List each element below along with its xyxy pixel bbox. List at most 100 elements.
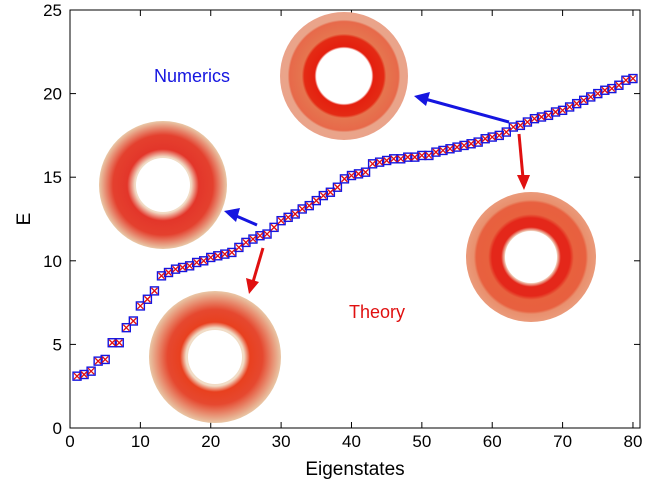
data-point-cross	[222, 251, 228, 257]
data-point-cross	[95, 358, 101, 364]
y-tick-label: 25	[43, 1, 62, 20]
y-tick-label: 20	[43, 85, 62, 104]
data-point-cross	[433, 149, 439, 155]
x-axis-label: Eigenstates	[305, 459, 404, 480]
data-point-cross	[524, 119, 530, 125]
data-point-cross	[285, 214, 291, 220]
data-point-cross	[194, 259, 200, 265]
data-point-cross	[377, 159, 383, 165]
ring-image-bottom	[149, 291, 281, 423]
data-point-cross	[560, 107, 566, 113]
data-point-cross	[109, 340, 115, 346]
data-point-cross	[81, 371, 87, 377]
data-point-cross	[609, 86, 615, 92]
data-point-cross	[447, 146, 453, 152]
data-point-cross	[567, 104, 573, 110]
data-point-cross	[412, 154, 418, 160]
data-point-cross	[130, 318, 136, 324]
x-tick-label: 60	[483, 432, 502, 451]
x-tick-label: 30	[272, 432, 291, 451]
data-point-cross	[201, 258, 207, 264]
data-point-cross	[510, 124, 516, 130]
data-point-cross	[327, 189, 333, 195]
data-point-cross	[88, 368, 94, 374]
data-point-cross	[271, 224, 277, 230]
data-point-cross	[187, 263, 193, 269]
data-point-cross	[116, 340, 122, 346]
data-point-cross	[102, 356, 108, 362]
data-point-cross	[461, 142, 467, 148]
annotation-numerics: Numerics	[154, 66, 230, 86]
x-tick-label: 10	[131, 432, 150, 451]
data-point-cross	[158, 273, 164, 279]
x-tick-label: 50	[412, 432, 431, 451]
y-tick-label: 0	[53, 419, 62, 438]
ring-image-left	[99, 121, 227, 249]
data-point-cross	[257, 233, 263, 239]
data-point-cross	[144, 296, 150, 302]
data-point-cross	[306, 203, 312, 209]
data-point-cross	[595, 91, 601, 97]
data-point-cross	[588, 94, 594, 100]
data-point-cross	[531, 116, 537, 122]
data-point-cross	[630, 76, 636, 82]
x-tick-label: 70	[553, 432, 572, 451]
data-point-cross	[616, 82, 622, 88]
data-point-cross	[398, 156, 404, 162]
data-point-cross	[348, 173, 354, 179]
data-point-cross	[123, 325, 129, 331]
data-point-cross	[454, 144, 460, 150]
data-point-cross	[299, 206, 305, 212]
x-tick-label: 0	[65, 432, 74, 451]
data-point-cross	[546, 112, 552, 118]
data-point-cross	[74, 373, 80, 379]
data-point-cross	[391, 156, 397, 162]
data-point-cross	[405, 154, 411, 160]
data-point-cross	[320, 193, 326, 199]
data-point-cross	[341, 176, 347, 182]
arrow-to-right-ring	[517, 134, 530, 190]
arrow-to-top-ring	[414, 92, 509, 122]
data-point-cross	[384, 157, 390, 163]
x-tick-label: 40	[342, 432, 361, 451]
annotation-theory: Theory	[349, 302, 405, 322]
data-point-cross	[574, 101, 580, 107]
data-point-cross	[623, 77, 629, 83]
data-point-cross	[602, 87, 608, 93]
data-point-cross	[482, 136, 488, 142]
data-point-cross	[180, 264, 186, 270]
data-point-cross	[426, 152, 432, 158]
data-point-cross	[137, 303, 143, 309]
data-point-cross	[538, 114, 544, 120]
data-point-cross	[334, 184, 340, 190]
data-point-cross	[440, 147, 446, 153]
data-point-cross	[553, 109, 559, 115]
data-point-cross	[363, 169, 369, 175]
arrow-to-left-ring	[224, 208, 257, 225]
data-point-cross	[356, 171, 362, 177]
data-point-cross	[489, 134, 495, 140]
data-point-cross	[166, 270, 172, 276]
data-point-cross	[236, 244, 242, 250]
data-point-cross	[173, 266, 179, 272]
ring-image-top	[280, 12, 408, 140]
y-axis-label: E	[14, 213, 35, 226]
data-point-cross	[264, 231, 270, 237]
data-point-cross	[215, 253, 221, 259]
x-tick-label: 20	[201, 432, 220, 451]
y-tick-label: 5	[53, 335, 62, 354]
data-point-cross	[229, 249, 235, 255]
ring-image-right	[466, 192, 596, 322]
x-tick-label: 80	[624, 432, 643, 451]
data-point-cross	[250, 236, 256, 242]
data-point-cross	[496, 132, 502, 138]
data-point-cross	[581, 97, 587, 103]
data-point-cross	[151, 288, 157, 294]
data-point-cross	[208, 254, 214, 260]
data-point-cross	[468, 141, 474, 147]
data-point-cross	[243, 239, 249, 245]
data-point-cross	[370, 161, 376, 167]
y-tick-label: 15	[43, 168, 62, 187]
data-point-cross	[278, 218, 284, 224]
